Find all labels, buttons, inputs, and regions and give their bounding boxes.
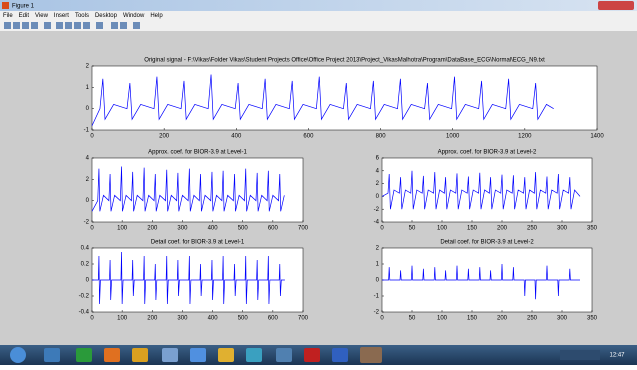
x-tick-label: 100 <box>117 316 128 322</box>
task-icon[interactable] <box>162 348 178 362</box>
tool-pointer[interactable] <box>44 22 51 29</box>
menu-item[interactable]: Desktop <box>95 13 118 19</box>
axes-title: Original signal - F:\Vikas\Folder Vikas\… <box>144 58 545 64</box>
start-button[interactable] <box>10 347 26 363</box>
x-tick-label: 350 <box>587 226 598 232</box>
axes-title: Approx. coef. for BIOR-3.9 at Level-1 <box>148 150 247 156</box>
task-icon-active[interactable] <box>360 347 382 363</box>
window-title: Figure 1 <box>12 4 35 10</box>
y-tick-label: -4 <box>374 220 380 226</box>
axes-title: Detail coef. for BIOR-3.9 at Level-1 <box>151 240 245 246</box>
menu: File Edit View Insert Tools Desktop Window Help <box>3 13 163 19</box>
x-tick-label: 300 <box>557 226 568 232</box>
x-tick-label: 50 <box>409 316 416 322</box>
task-icon[interactable] <box>104 348 120 362</box>
task-icon[interactable] <box>218 348 234 362</box>
x-tick-label: 300 <box>177 226 188 232</box>
x-tick-label: 500 <box>238 226 249 232</box>
tool-open[interactable] <box>13 22 20 29</box>
x-tick-label: 200 <box>497 316 508 322</box>
y-tick-label: -2 <box>374 207 380 213</box>
y-tick-label: -2 <box>374 310 380 316</box>
x-tick-label: 150 <box>467 316 478 322</box>
x-tick-label: 400 <box>208 316 219 322</box>
y-tick-label: -0.2 <box>79 294 90 300</box>
x-tick-label: 200 <box>147 316 158 322</box>
task-icon[interactable] <box>304 348 320 362</box>
x-tick-label: 1000 <box>446 134 460 140</box>
window-controls[interactable] <box>598 1 634 10</box>
x-tick-label: 400 <box>231 134 242 140</box>
y-tick-label: -2 <box>84 220 90 226</box>
x-tick-label: 400 <box>208 226 219 232</box>
screen: Figure 1 File Edit View Insert Tools Desktop W… <box>0 0 637 365</box>
task-icon[interactable] <box>246 348 262 362</box>
x-tick-label: 300 <box>177 316 188 322</box>
x-tick-label: 300 <box>557 316 568 322</box>
x-tick-label: 250 <box>527 226 538 232</box>
x-tick-label: 600 <box>268 316 279 322</box>
menu-item[interactable]: Help <box>150 13 163 19</box>
task-icon[interactable] <box>76 348 92 362</box>
menu-item[interactable]: View <box>35 13 49 19</box>
tool-plottools[interactable] <box>133 22 140 29</box>
task-icon[interactable] <box>44 348 60 362</box>
y-tick-label: 0.2 <box>81 262 90 268</box>
task-icon[interactable] <box>276 348 292 362</box>
menu-item[interactable]: File <box>3 13 13 19</box>
toolbar <box>0 20 637 31</box>
axes <box>382 158 592 222</box>
x-tick-label: 200 <box>159 134 170 140</box>
task-icon[interactable] <box>190 348 206 362</box>
x-tick-label: 100 <box>437 316 448 322</box>
tool-colorbar[interactable] <box>111 22 118 29</box>
x-tick-label: 1200 <box>518 134 532 140</box>
app-icon <box>2 2 9 9</box>
menu-item[interactable]: Edit <box>19 13 30 19</box>
axes <box>92 158 303 222</box>
axes-title: Approx. coef. for BIOR-3.9 at Level-2 <box>438 150 537 156</box>
tool-print[interactable] <box>31 22 38 29</box>
y-tick-label: 0.4 <box>81 246 90 252</box>
menu-item[interactable]: Insert <box>54 13 69 19</box>
x-tick-label: 150 <box>467 226 478 232</box>
title-bar <box>0 0 637 11</box>
x-tick-label: 100 <box>117 226 128 232</box>
tool-legend[interactable] <box>120 22 127 29</box>
x-tick-label: 500 <box>238 316 249 322</box>
tool-save[interactable] <box>22 22 29 29</box>
menu-item[interactable]: Window <box>123 13 145 19</box>
x-tick-label: 1400 <box>590 134 604 140</box>
task-icon[interactable] <box>132 348 148 362</box>
x-tick-label: 250 <box>527 316 538 322</box>
tool-rotate[interactable] <box>83 22 90 29</box>
y-tick-label: -1 <box>374 294 380 300</box>
axes-title: Detail coef. for BIOR-3.9 at Level-2 <box>440 240 534 246</box>
x-tick-label: 600 <box>268 226 279 232</box>
tool-datacursor[interactable] <box>96 22 103 29</box>
x-tick-label: 800 <box>376 134 387 140</box>
x-tick-label: 600 <box>303 134 314 140</box>
menu-item[interactable]: Tools <box>75 13 89 19</box>
tool-zoom-in[interactable] <box>56 22 63 29</box>
tool-pan[interactable] <box>74 22 81 29</box>
task-icon[interactable] <box>332 348 348 362</box>
x-tick-label: 200 <box>147 226 158 232</box>
tray-icons <box>560 350 600 360</box>
x-tick-label: 700 <box>298 226 309 232</box>
tool-zoom-out[interactable] <box>65 22 72 29</box>
x-tick-label: 100 <box>437 226 448 232</box>
y-tick-label: -0.4 <box>79 310 90 316</box>
clock: 12:47 <box>609 353 625 359</box>
x-tick-label: 700 <box>298 316 309 322</box>
x-tick-label: 200 <box>497 226 508 232</box>
y-tick-label: -1 <box>84 128 90 134</box>
x-tick-label: 50 <box>409 226 416 232</box>
tool-new[interactable] <box>4 22 11 29</box>
x-tick-label: 350 <box>587 316 598 322</box>
